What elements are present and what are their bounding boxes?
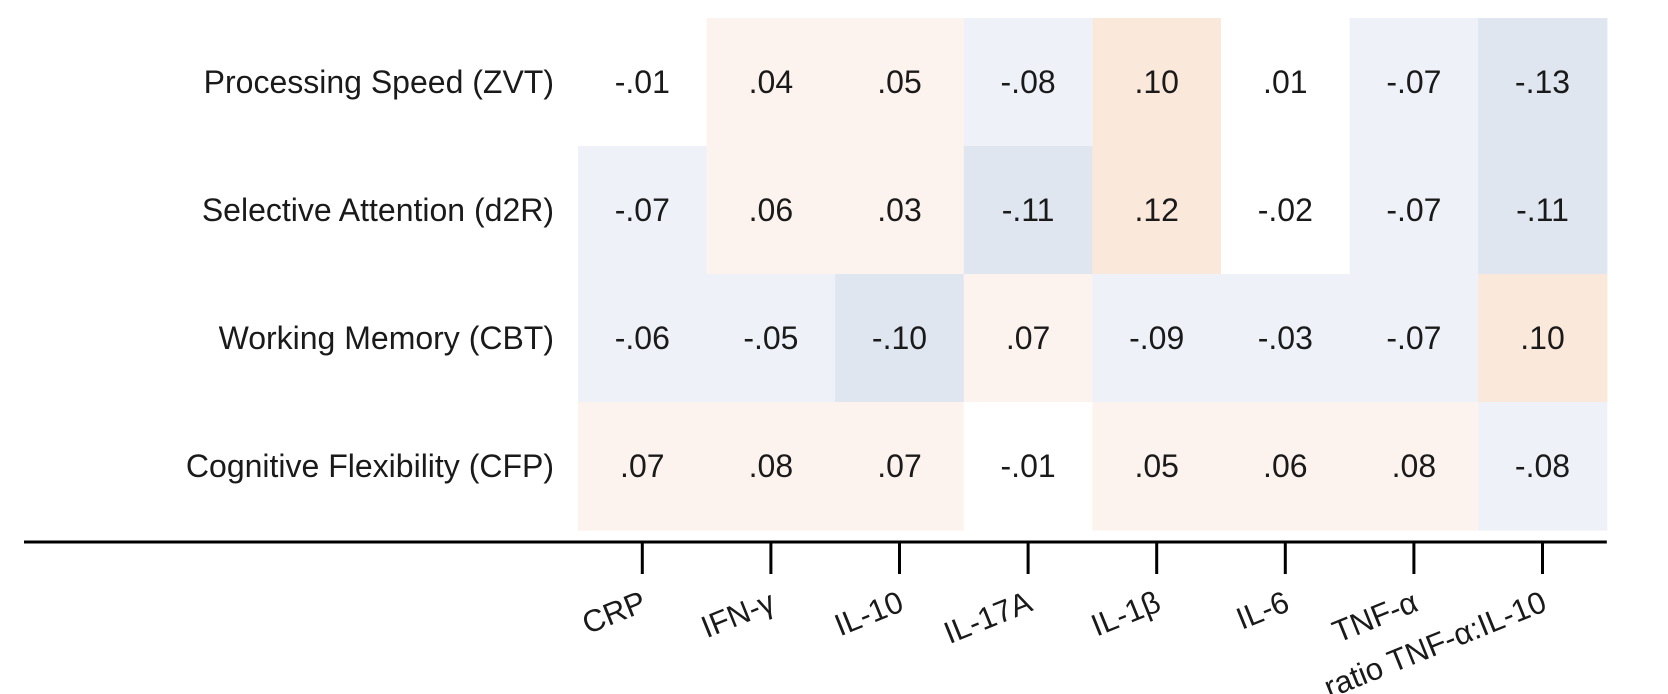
heatmap-cell [1478,18,1608,147]
cell-value-label: .07 [877,448,921,484]
cell-value-label: -.02 [1258,192,1313,228]
cell-value-label: .06 [1263,448,1307,484]
heatmap-cells: -.01 .04 .05 -.08 .10 .01 -.07 -.13 -.07 .06 .03 -.… [578,18,1608,531]
cell-value-label: .05 [877,64,921,100]
cell-value-label: -.07 [1386,64,1441,100]
heatmap-cell [1092,146,1222,275]
cell-value-label: -.03 [1258,320,1313,356]
cell-value-label: -.13 [1515,64,1570,100]
x-tick-label: IL-17A [939,584,1037,651]
heatmap-cell [706,18,836,147]
heatmap-cell [578,146,708,275]
heatmap-cell [835,146,965,275]
cell-value-label: -.07 [1386,192,1441,228]
cell-value-label: .08 [1392,448,1436,484]
cell-value-label: .07 [1006,320,1050,356]
heatmap-cell [578,274,708,403]
heatmap-cell [706,146,836,275]
cell-value-label: .10 [1134,64,1178,100]
heatmap-cell [835,18,965,147]
x-tick-label: IL-10 [829,584,908,643]
row-label: Processing Speed (ZVT) [204,64,554,100]
cell-value-label: -.01 [1001,448,1056,484]
cell-value-label: .01 [1263,64,1307,100]
x-tick-label: IL-1β [1086,584,1165,643]
heatmap-cell [1221,18,1351,147]
heatmap-cell [1221,274,1351,403]
heatmap-cell [835,274,965,403]
row-labels: Processing Speed (ZVT) Selective Attentio… [186,64,554,484]
heatmap-cell [1349,146,1479,275]
heatmap-cell [1092,18,1222,147]
x-tick-label: CRP [577,584,651,641]
heatmap-cell [963,402,1093,531]
cell-value-label: -.11 [1516,192,1569,228]
heatmap-cell [963,146,1093,275]
cell-value-label: .10 [1520,320,1564,356]
heatmap-cell [578,402,708,531]
cell-value-label: -.09 [1129,320,1184,356]
row-label: Selective Attention (d2R) [202,192,554,228]
cell-value-label: -.10 [872,320,927,356]
heatmap-cell [963,274,1093,403]
cell-value-label: -.08 [1001,64,1056,100]
heatmap-cell [1478,274,1608,403]
heatmap-cell [706,274,836,403]
cell-value-label: .07 [620,448,664,484]
cell-value-label: -.07 [1386,320,1441,356]
cell-value-label: -.08 [1515,448,1570,484]
heatmap-cell [1092,274,1222,403]
cell-value-label: .08 [749,448,793,484]
heatmap-cell [1478,146,1608,275]
cell-value-label: .05 [1134,448,1178,484]
x-tick-label: IFN-γ [696,584,780,645]
cell-value-label: .04 [749,64,793,100]
heatmap-cell [835,402,965,531]
cell-value-label: .03 [877,192,921,228]
cell-value-label: -.05 [743,320,798,356]
heatmap-cell [1349,18,1479,147]
row-label: Cognitive Flexibility (CFP) [186,448,554,484]
cell-value-label: -.07 [615,192,670,228]
cell-value-label: -.01 [615,64,670,100]
heatmap-cell [1221,146,1351,275]
heatmap-cell [578,18,708,147]
heatmap-cell [1478,402,1608,531]
cell-value-label: -.06 [615,320,670,356]
cell-value-label: .06 [749,192,793,228]
row-label: Working Memory (CBT) [219,320,554,356]
heatmap-cell [963,18,1093,147]
heatmap-cell [706,402,836,531]
cell-value-label: .12 [1134,192,1178,228]
heatmap-cell [1092,402,1222,531]
x-tick-label: IL-6 [1231,584,1294,636]
cell-value-label: -.11 [1002,192,1055,228]
heatmap-cell [1349,402,1479,531]
heatmap-cell [1221,402,1351,531]
heatmap-cell [1349,274,1479,403]
